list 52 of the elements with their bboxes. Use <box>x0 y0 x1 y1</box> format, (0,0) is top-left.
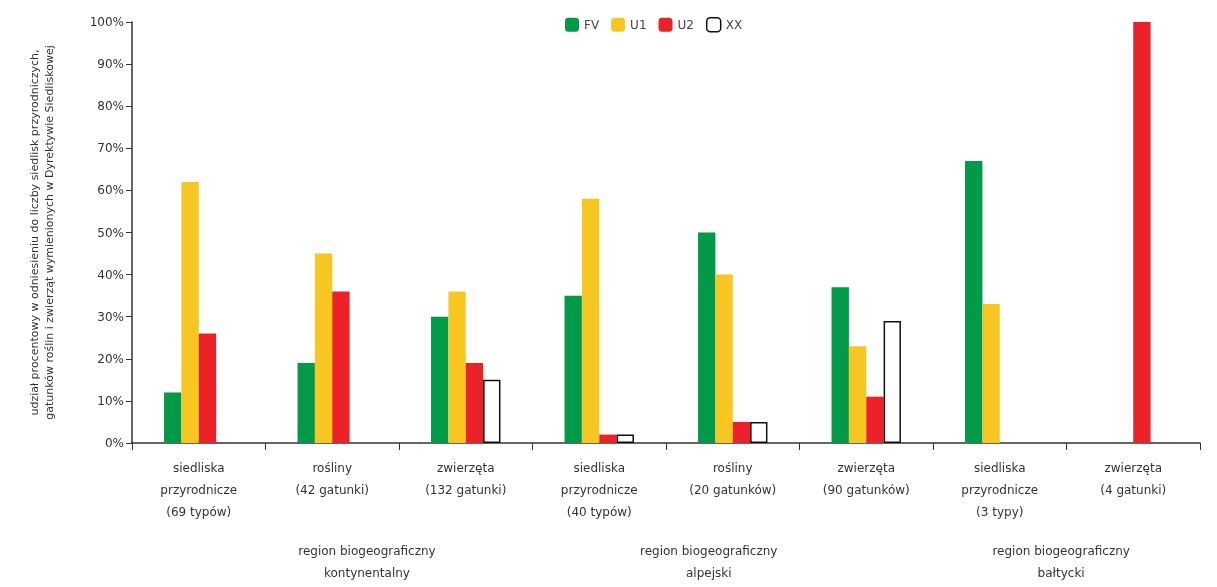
y-tick-label: 60% <box>97 183 124 198</box>
legend-label: XX <box>725 17 743 32</box>
bar <box>431 316 449 443</box>
x-tick-label: zwierzęta (90 gatunków) <box>822 461 910 497</box>
y-tick-label: 90% <box>97 57 124 72</box>
bar <box>750 421 768 443</box>
text: region biogeograficzny kontynentalny <box>298 544 436 580</box>
bar <box>883 320 901 443</box>
bar <box>831 287 849 443</box>
bar <box>715 274 733 443</box>
bar <box>848 346 867 443</box>
bar <box>448 291 466 443</box>
y-tick-label: 40% <box>97 267 124 282</box>
bar <box>297 363 315 443</box>
bar <box>982 304 1000 443</box>
y-tick-label: 0% <box>104 436 124 450</box>
bar <box>164 392 182 443</box>
y-tick-label: 80% <box>97 99 124 114</box>
legend-label: FV <box>584 17 600 32</box>
y-tick-label: 10% <box>97 393 124 408</box>
bar <box>332 291 350 443</box>
bar <box>581 198 600 443</box>
bar <box>599 434 617 443</box>
bar <box>965 160 983 443</box>
y-tick-label: 100% <box>89 15 124 29</box>
bar <box>198 333 217 443</box>
bar <box>1133 22 1151 443</box>
x-tick-label: rośliny (20 gatunków) <box>689 461 777 497</box>
legend-label: U2 <box>677 17 694 32</box>
x-tick-label: siedliska przyrodnicze (69 typów) <box>160 461 238 519</box>
bar <box>616 434 634 443</box>
bar <box>698 232 716 443</box>
y-tick-label: 70% <box>97 141 124 156</box>
x-tick-label: zwierzęta (132 gatunki) <box>425 461 507 497</box>
bar <box>181 181 199 443</box>
x-tick-label: zwierzęta (4 gatunki) <box>1100 461 1167 497</box>
y-tick-label: 50% <box>97 225 124 240</box>
bar <box>866 396 884 443</box>
bar <box>314 253 333 443</box>
bar <box>465 363 484 443</box>
x-tick-label: siedliska przyrodnicze (3 typy) <box>961 461 1039 519</box>
bar <box>564 295 582 443</box>
y-tick-label: 30% <box>97 309 124 324</box>
y-axis-title: udział procentowy w odniesieniu do liczby siedlisk przyrodniczych, gatunków roślin i zwierząt wymienionych w Dyrektywie Siedliskowej <box>28 45 56 420</box>
legend-label: U1 <box>630 17 647 32</box>
bar <box>732 421 751 443</box>
x-tick-label: rośliny (42 gatunki) <box>295 461 370 497</box>
text: region biogeograficzny bałtycki <box>992 544 1130 580</box>
y-tick-label: 20% <box>97 351 124 366</box>
bar <box>483 379 501 443</box>
text: region biogeograficzny alpejski <box>639 544 778 580</box>
x-tick-label: siedliska przyrodnicze (40 typów) <box>560 461 638 519</box>
